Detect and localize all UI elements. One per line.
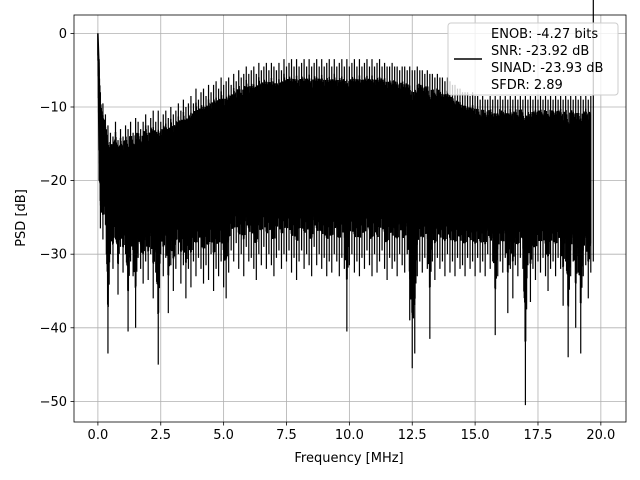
x-tick-label: 10.0 (335, 428, 364, 443)
x-tick-label: 12.5 (398, 428, 427, 443)
x-tick-label: 17.5 (524, 428, 553, 443)
x-tick-label: 0.0 (88, 428, 109, 443)
y-axis: 0 −10 −20 −30 −40 −50 (40, 27, 74, 410)
x-tick-label: 2.5 (150, 428, 171, 443)
x-tick-label: 15.0 (461, 428, 490, 443)
x-axis-label: Frequency [MHz] (294, 451, 403, 466)
legend: ENOB: -4.27 bits SNR: -23.92 dB SINAD: -… (447, 22, 619, 96)
x-tick-label: 20.0 (586, 428, 615, 443)
legend-box (447, 22, 619, 96)
x-tick-label: 5.0 (213, 428, 234, 443)
axes-frame (73, 14, 627, 423)
legend-entry-sinad: SINAD: -23.93 dB (491, 61, 603, 76)
x-axis: 0.0 2.5 5.0 7.5 10.0 12.5 15.0 17.5 20.0 (88, 422, 615, 443)
x-tick-label: 7.5 (276, 428, 297, 443)
y-tick-label: −10 (40, 100, 67, 115)
legend-entry-snr: SNR: -23.92 dB (491, 44, 589, 59)
psd-trace (97, 0, 594, 406)
y-tick-label: 0 (59, 27, 67, 42)
legend-entry-sfdr: SFDR: 2.89 (491, 78, 563, 93)
y-tick-label: −50 (40, 395, 67, 410)
y-tick-label: −30 (40, 248, 67, 263)
y-tick-label: −40 (40, 321, 67, 336)
y-axis-label: PSD [dB] (14, 189, 29, 247)
y-tick-label: −20 (40, 174, 67, 189)
legend-entry-enob: ENOB: -4.27 bits (491, 27, 598, 42)
